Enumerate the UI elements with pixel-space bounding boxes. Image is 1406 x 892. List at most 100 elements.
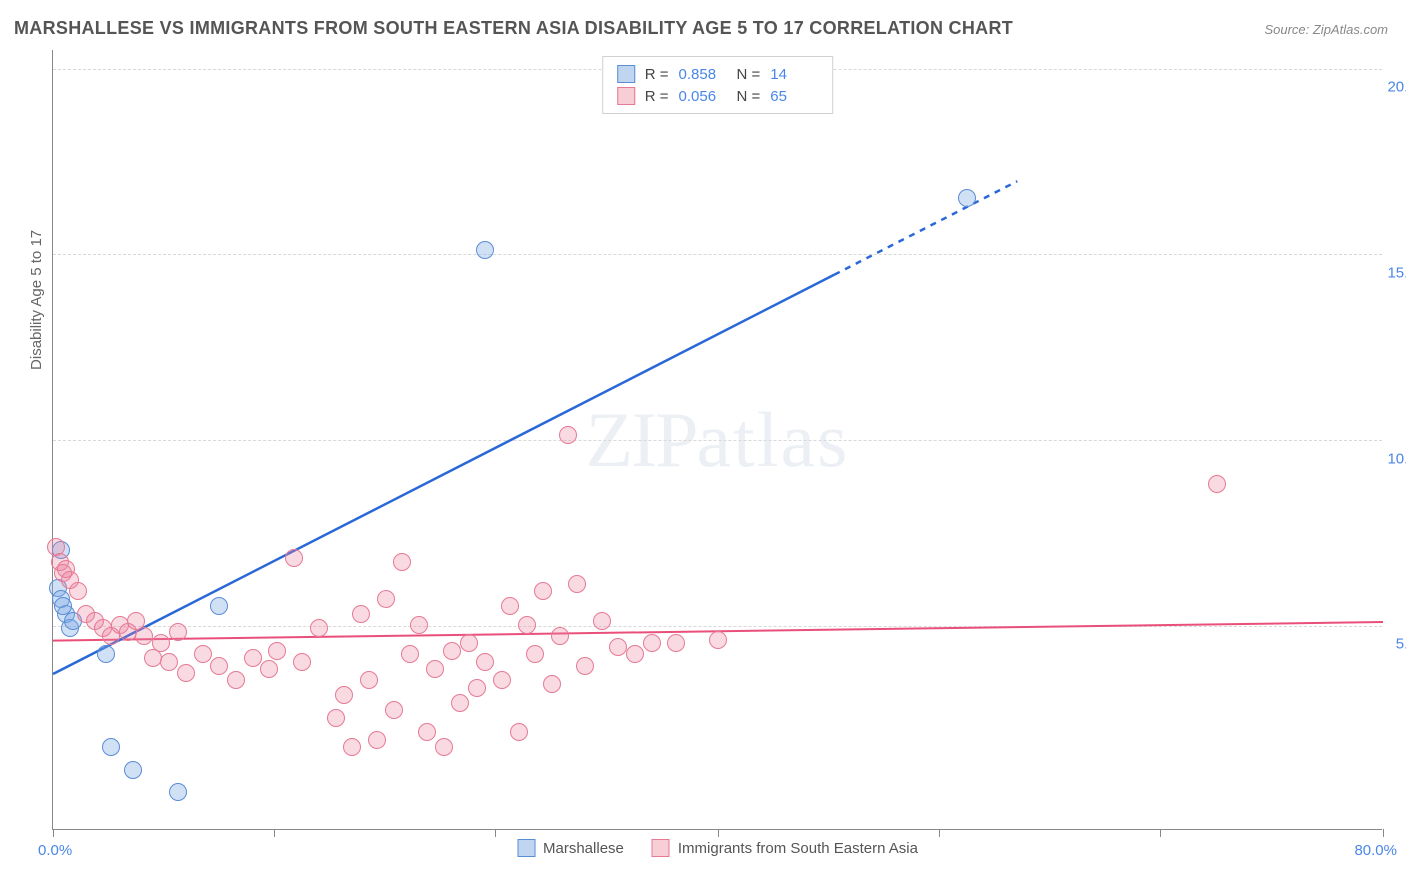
data-point-sea <box>643 634 661 652</box>
data-point-marshallese <box>102 738 120 756</box>
x-tick <box>718 829 719 837</box>
plot-area: ZIPatlas 5.0%10.0%15.0%20.0% 0.0% 80.0% … <box>52 50 1382 830</box>
legend-stats: R = 0.858 N = 14 R = 0.056 N = 65 <box>602 56 834 114</box>
data-point-sea <box>352 605 370 623</box>
data-point-sea <box>177 664 195 682</box>
data-point-sea <box>160 653 178 671</box>
y-tick-label: 5.0% <box>1396 636 1406 653</box>
y-tick-label: 15.0% <box>1387 264 1406 281</box>
data-point-sea <box>551 627 569 645</box>
x-tick <box>53 829 54 837</box>
grid-line <box>53 254 1382 255</box>
data-point-sea <box>335 686 353 704</box>
x-axis-min-label: 0.0% <box>38 842 72 859</box>
legend-stats-row: R = 0.056 N = 65 <box>617 85 819 107</box>
data-point-sea <box>293 653 311 671</box>
data-point-marshallese <box>54 597 72 615</box>
data-point-sea <box>559 426 577 444</box>
data-point-marshallese <box>958 189 976 207</box>
x-tick <box>1383 829 1384 837</box>
data-point-sea <box>576 657 594 675</box>
legend-stats-row: R = 0.858 N = 14 <box>617 63 819 85</box>
data-point-marshallese <box>169 783 187 801</box>
n-label: N = <box>737 88 761 105</box>
n-value-series0: 14 <box>770 66 818 83</box>
data-point-sea <box>468 679 486 697</box>
data-point-sea <box>385 701 403 719</box>
legend-label: Marshallese <box>543 840 624 857</box>
data-point-sea <box>152 634 170 652</box>
data-point-sea <box>593 612 611 630</box>
r-label: R = <box>645 88 669 105</box>
data-point-sea <box>360 671 378 689</box>
data-point-marshallese <box>97 645 115 663</box>
data-point-sea <box>393 553 411 571</box>
data-point-sea <box>534 582 552 600</box>
data-point-marshallese <box>210 597 228 615</box>
y-axis-title: Disability Age 5 to 17 <box>28 230 45 370</box>
data-point-sea <box>501 597 519 615</box>
data-point-sea <box>493 671 511 689</box>
data-point-sea <box>61 571 79 589</box>
y-tick-label: 10.0% <box>1387 450 1406 467</box>
data-point-sea <box>568 575 586 593</box>
bottom-legend: Marshallese Immigrants from South Easter… <box>517 839 918 857</box>
data-point-sea <box>268 642 286 660</box>
n-value-series1: 65 <box>770 88 818 105</box>
watermark-zip: ZIP <box>586 396 697 483</box>
grid-line <box>53 440 1382 441</box>
x-tick <box>1160 829 1161 837</box>
legend-item-marshallese: Marshallese <box>517 839 624 857</box>
data-point-sea <box>418 723 436 741</box>
data-point-sea <box>435 738 453 756</box>
data-point-sea <box>227 671 245 689</box>
data-point-sea <box>401 645 419 663</box>
data-point-marshallese <box>476 241 494 259</box>
data-point-sea <box>460 634 478 652</box>
data-point-marshallese <box>124 761 142 779</box>
data-point-sea <box>368 731 386 749</box>
data-point-sea <box>476 653 494 671</box>
data-point-sea <box>260 660 278 678</box>
data-point-sea <box>1208 475 1226 493</box>
x-tick <box>495 829 496 837</box>
y-tick-label: 20.0% <box>1387 79 1406 96</box>
data-point-sea <box>194 645 212 663</box>
watermark-atlas: atlas <box>697 396 850 483</box>
swatch-marshallese <box>517 839 535 857</box>
data-point-sea <box>667 634 685 652</box>
r-label: R = <box>645 66 669 83</box>
data-point-sea <box>543 675 561 693</box>
x-tick <box>939 829 940 837</box>
swatch-sea <box>652 839 670 857</box>
swatch-sea <box>617 87 635 105</box>
data-point-sea <box>135 627 153 645</box>
trend-line-marshallese <box>53 275 834 674</box>
trend-line-marshallese-extrapolated <box>834 181 1017 274</box>
data-point-sea <box>377 590 395 608</box>
data-point-sea <box>518 616 536 634</box>
legend-item-sea: Immigrants from South Eastern Asia <box>652 839 918 857</box>
data-point-sea <box>626 645 644 663</box>
x-tick <box>274 829 275 837</box>
data-point-sea <box>310 619 328 637</box>
r-value-series1: 0.056 <box>679 88 727 105</box>
chart-title: MARSHALLESE VS IMMIGRANTS FROM SOUTH EAS… <box>14 18 1013 39</box>
legend-label: Immigrants from South Eastern Asia <box>678 840 918 857</box>
data-point-sea <box>451 694 469 712</box>
data-point-sea <box>327 709 345 727</box>
r-value-series0: 0.858 <box>679 66 727 83</box>
data-point-sea <box>343 738 361 756</box>
data-point-sea <box>526 645 544 663</box>
source-label: Source: ZipAtlas.com <box>1264 22 1388 37</box>
data-point-sea <box>410 616 428 634</box>
swatch-marshallese <box>617 65 635 83</box>
data-point-sea <box>443 642 461 660</box>
data-point-sea <box>426 660 444 678</box>
data-point-sea <box>210 657 228 675</box>
grid-line <box>53 626 1382 627</box>
x-axis-max-label: 80.0% <box>1354 842 1397 859</box>
data-point-sea <box>244 649 262 667</box>
data-point-sea <box>169 623 187 641</box>
data-point-sea <box>510 723 528 741</box>
